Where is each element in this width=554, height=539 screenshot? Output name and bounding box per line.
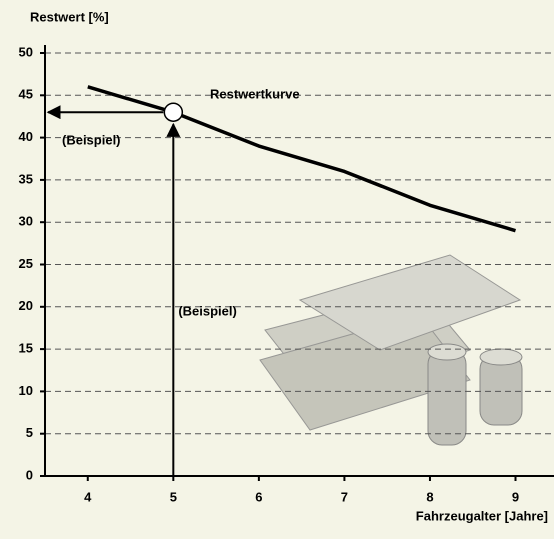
y-tick-label: 45	[19, 87, 33, 102]
y-tick-label: 25	[19, 256, 33, 271]
x-axis-title: Fahrzeugalter [Jahre]	[416, 508, 548, 523]
y-tick-label: 50	[19, 44, 33, 59]
example-x-label: (Beispiel)	[178, 303, 237, 318]
y-tick-label: 0	[26, 467, 33, 482]
y-tick-label: 40	[19, 129, 33, 144]
chart: Restwert [%] Fahrzeugalter [Jahre] 0 5 10 1…	[0, 0, 554, 539]
x-tick-label: 9	[512, 489, 519, 504]
y-tick-label: 30	[19, 214, 33, 229]
series-label: Restwertkurve	[210, 86, 300, 101]
y-tick-label: 20	[19, 298, 33, 313]
y-tick-label: 5	[26, 425, 33, 440]
y-axis-title: Restwert [%]	[30, 9, 109, 24]
x-tick-label: 7	[341, 489, 348, 504]
x-tick-label: 6	[255, 489, 262, 504]
x-tick-label: 4	[84, 489, 92, 504]
x-tick-label: 8	[426, 489, 433, 504]
y-tick-label: 10	[19, 383, 33, 398]
y-tick-label: 15	[19, 341, 33, 356]
example-y-label: (Beispiel)	[62, 132, 121, 147]
y-tick-label: 35	[19, 171, 33, 186]
x-tick-label: 5	[170, 489, 177, 504]
example-point	[164, 103, 182, 121]
